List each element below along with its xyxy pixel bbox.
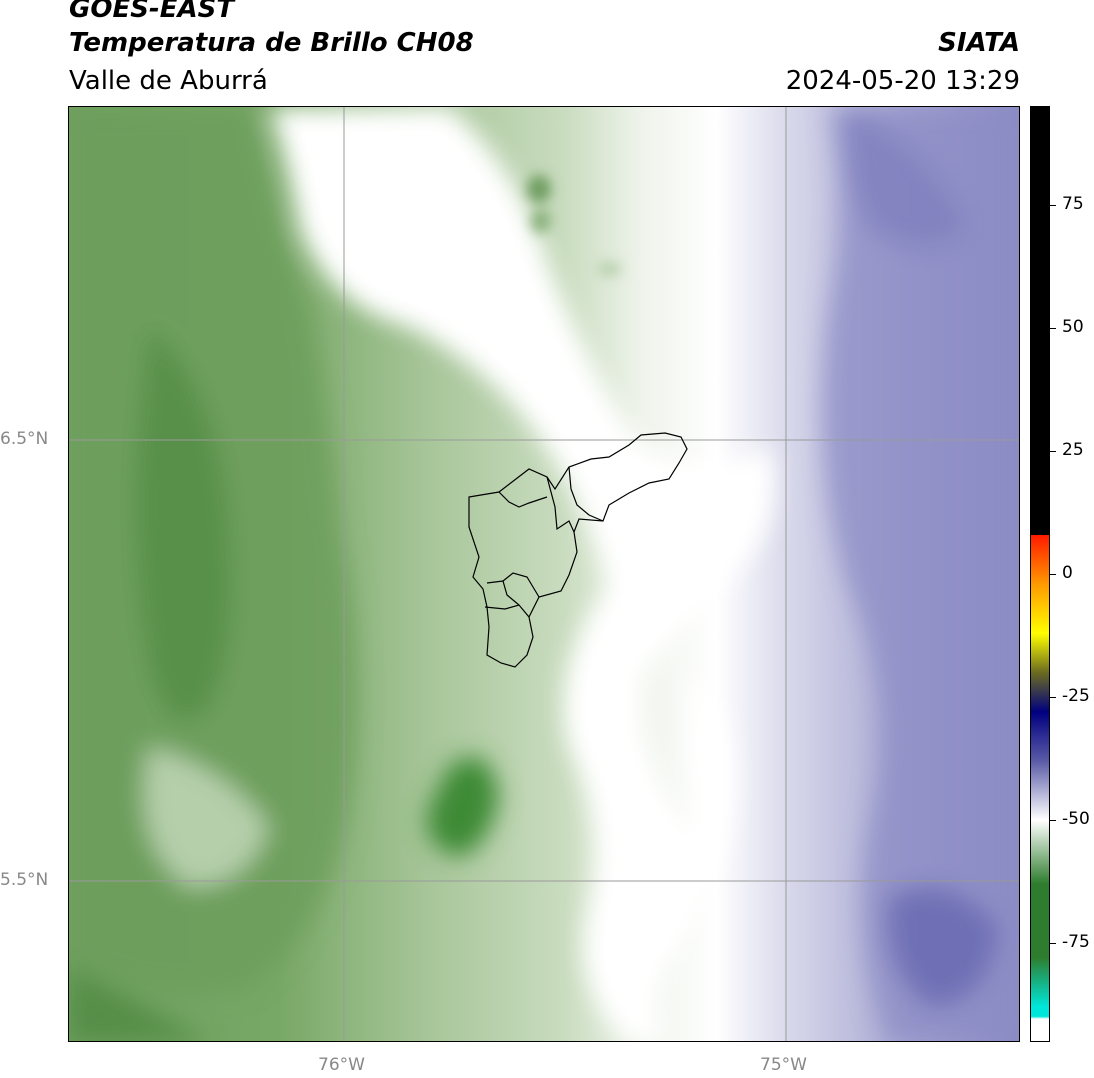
colorbar-tick-label: 50 — [1062, 317, 1084, 338]
boundary-internal-6 — [502, 580, 520, 606]
colorbar-tick — [1050, 451, 1056, 453]
colorbar-tick — [1050, 328, 1056, 330]
colorbar-tick-label: -25 — [1062, 685, 1090, 706]
lon-label-76w: 76°W — [318, 1055, 365, 1075]
boundary-outer — [468, 432, 688, 668]
boundary-internal-4 — [486, 572, 540, 598]
colorbar-tick — [1050, 942, 1056, 944]
brightness-temperature-map[interactable] — [68, 106, 1020, 1042]
satellite-title: GOES-EAST — [69, 0, 235, 24]
colorbar-tick-label: 75 — [1062, 194, 1084, 215]
product-title: Temperatura de Brillo CH08 — [69, 28, 474, 58]
gridlines — [69, 107, 1019, 1041]
colorbar-warm-segment — [1031, 107, 1049, 535]
colorbar-tick — [1050, 696, 1056, 698]
lat-label-6-5n: 6.5°N — [0, 429, 49, 449]
colorbar-cold-segment — [1031, 534, 1049, 1041]
boundary-internal-2 — [568, 466, 604, 522]
colorbar — [1030, 106, 1050, 1042]
cloud-field — [69, 107, 1019, 1041]
colorbar-tick — [1050, 819, 1056, 821]
datetime-label: 2024-05-20 13:29 — [785, 66, 1020, 96]
colorbar-tick-label: -50 — [1062, 808, 1090, 829]
cold-spots — [527, 175, 621, 276]
organization-label: SIATA — [938, 28, 1020, 58]
colorbar-tick-label: 0 — [1062, 563, 1073, 583]
colorbar-tick — [1050, 205, 1056, 207]
boundary-internal-5 — [484, 604, 530, 618]
colorbar-tick — [1050, 574, 1056, 575]
boundary-internal-3 — [498, 491, 548, 508]
colorbar-tick-label: 25 — [1062, 440, 1084, 461]
lon-label-75w: 75°W — [760, 1055, 807, 1075]
boundary-internal-1 — [546, 476, 575, 533]
map-canvas — [69, 107, 1019, 1041]
colorbar-tick-label: -75 — [1062, 931, 1090, 952]
lat-label-5-5n: 5.5°N — [0, 870, 49, 890]
aburra-valley-boundaries — [468, 432, 688, 668]
region-subtitle: Valle de Aburrá — [69, 66, 268, 96]
